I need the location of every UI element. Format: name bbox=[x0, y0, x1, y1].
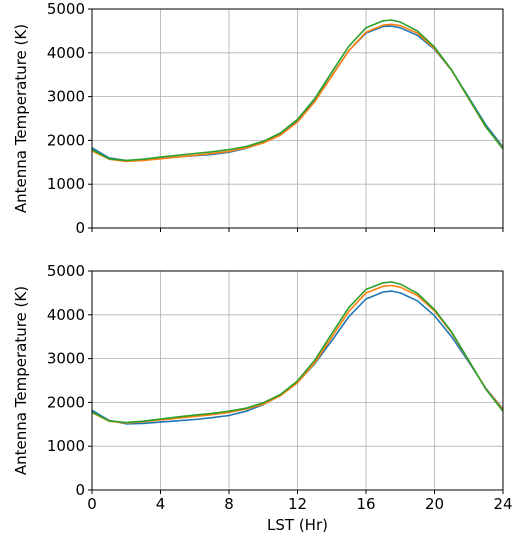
chart-panel-1: 0 1000 2000 3000 4000 5000 Antenna Temperature… bbox=[12, 0, 504, 237]
y-axis-label: Antenna Temperature (K) bbox=[12, 24, 30, 213]
y-tick-label: 3000 bbox=[47, 88, 85, 106]
x-tick-label: 4 bbox=[156, 495, 166, 513]
y-tick-label: 0 bbox=[75, 219, 85, 237]
series-line-2 bbox=[91, 284, 504, 424]
y-tick-label: 5000 bbox=[47, 0, 85, 18]
series-line-2 bbox=[91, 23, 504, 163]
y-axis-label: Antenna Temperature (K) bbox=[12, 286, 30, 475]
y-tick-label: 3000 bbox=[47, 350, 85, 368]
x-tick-label: 8 bbox=[224, 495, 234, 513]
series-line-3 bbox=[91, 19, 504, 162]
y-tick-label: 1000 bbox=[47, 437, 85, 455]
y-tick-label: 4000 bbox=[47, 44, 85, 62]
y-tick-label: 0 bbox=[75, 481, 85, 499]
series-line-3 bbox=[91, 281, 504, 424]
chart-panel-2: 0 4 8 12 16 20 24 0 1000 2000 3000 4000 5000 Antenna … bbox=[12, 262, 513, 534]
y-tick-label: 2000 bbox=[47, 393, 85, 411]
x-tick-label: 0 bbox=[87, 495, 97, 513]
x-tick-label: 16 bbox=[356, 495, 375, 513]
y-tick-label: 1000 bbox=[47, 175, 85, 193]
x-tick-label: 20 bbox=[425, 495, 444, 513]
y-tick-label: 4000 bbox=[47, 306, 85, 324]
y-tick-label: 2000 bbox=[47, 131, 85, 149]
x-tick-label: 24 bbox=[493, 495, 512, 513]
y-tick-label: 5000 bbox=[47, 262, 85, 280]
x-axis-label: LST (Hr) bbox=[267, 516, 328, 534]
x-tick-label: 12 bbox=[288, 495, 307, 513]
